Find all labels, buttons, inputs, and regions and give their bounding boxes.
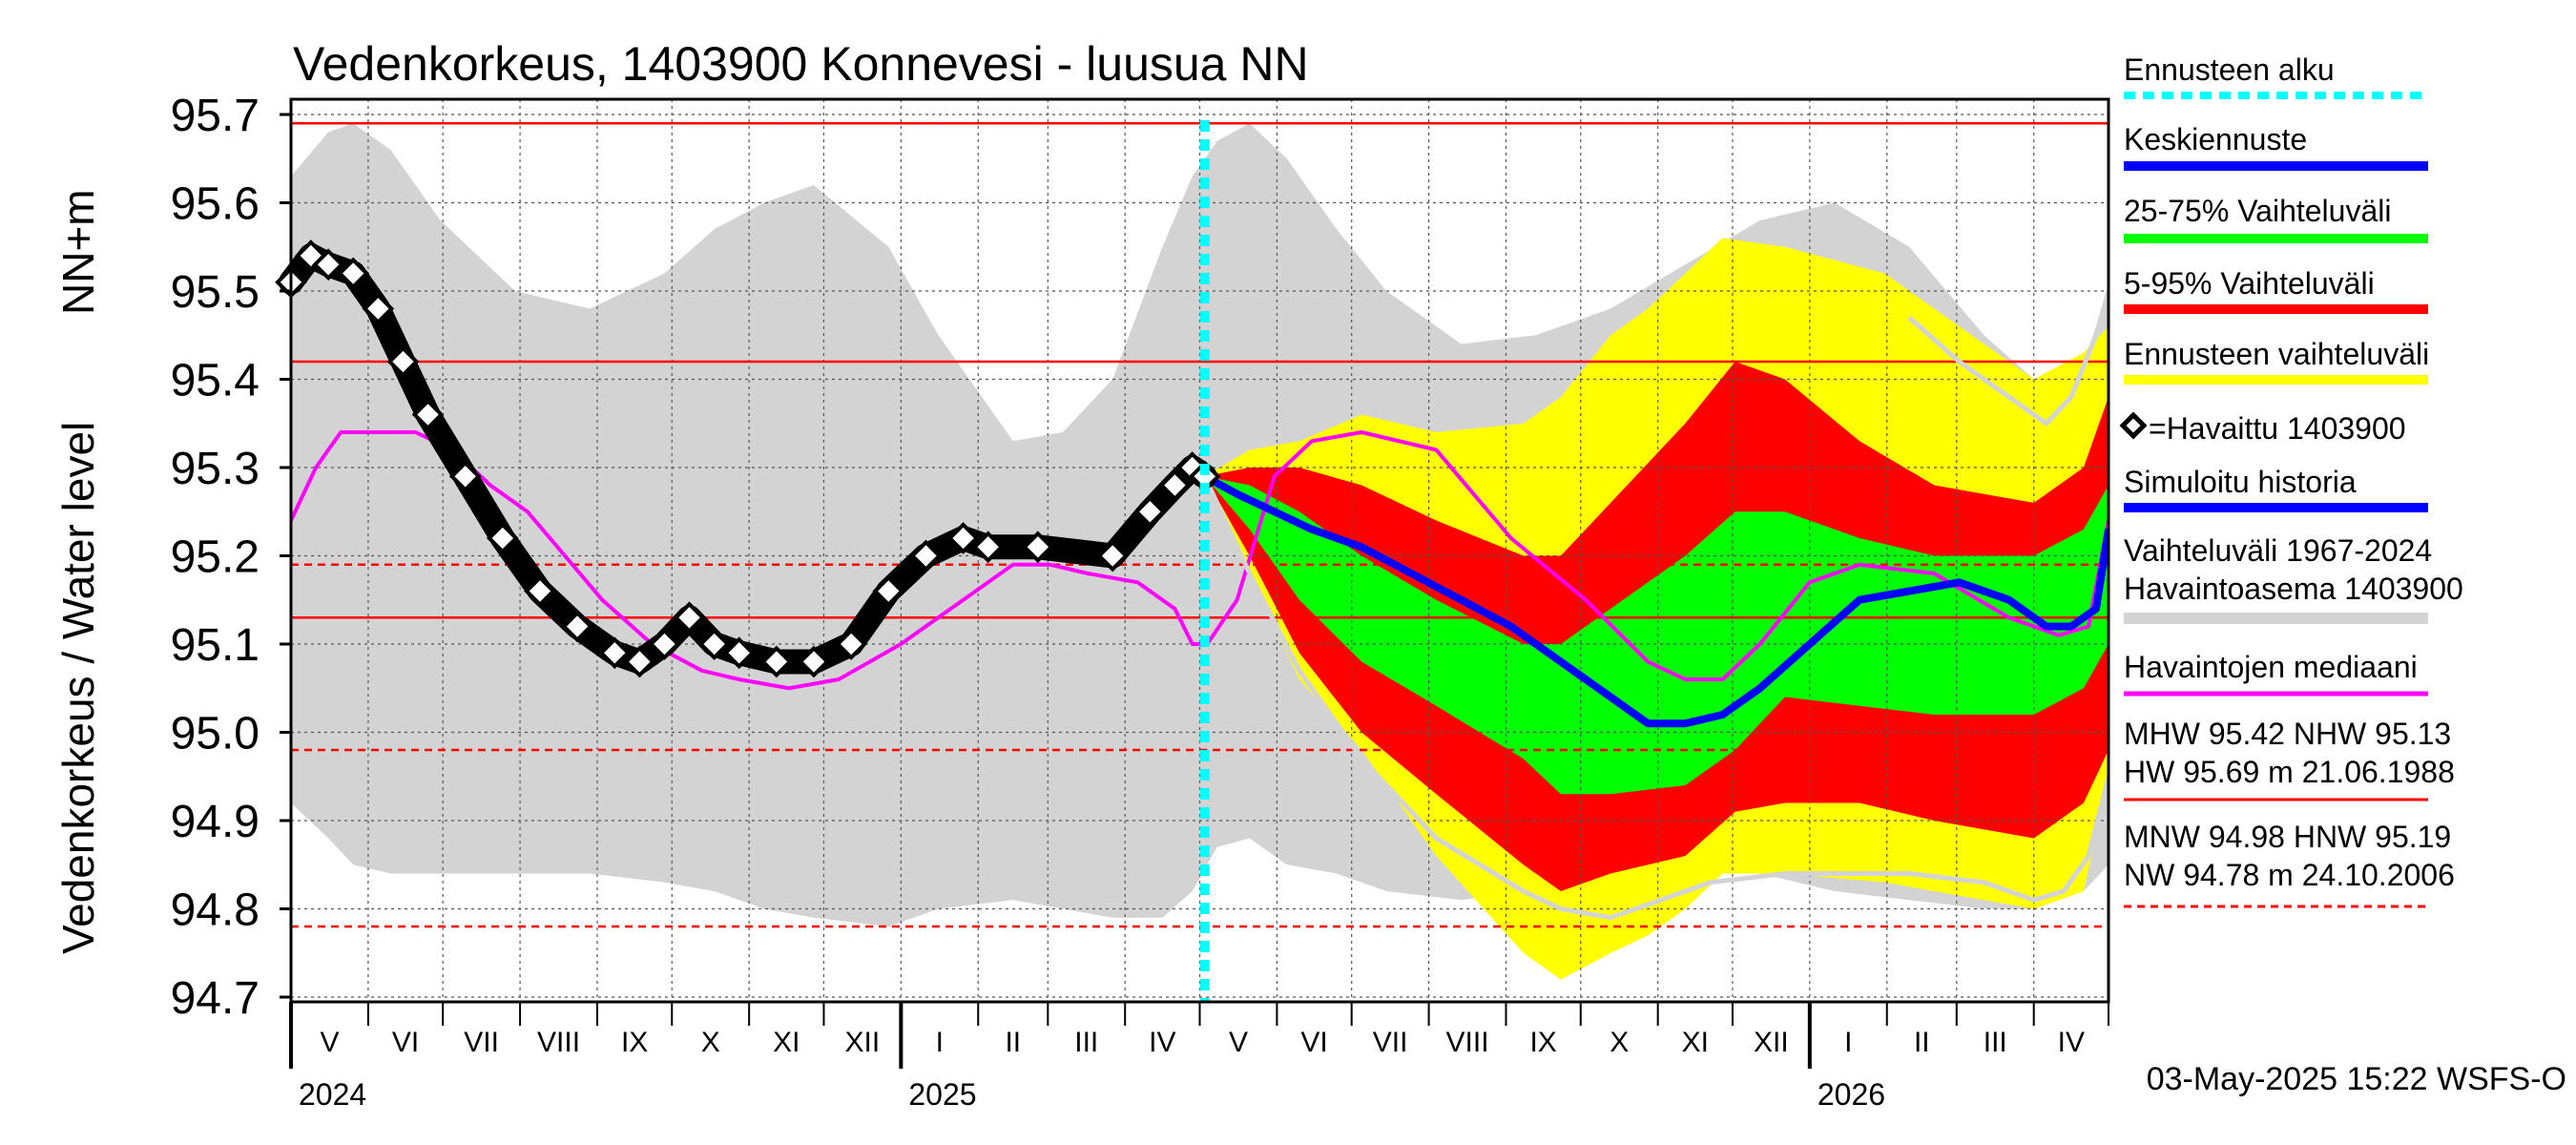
timestamp: 03-May-2025 15:22 WSFS-O [2147, 1061, 2566, 1097]
legend-label: Vaihteluväli 1967-2024 [2124, 533, 2432, 568]
year-label: 2024 [299, 1077, 366, 1112]
month-label: VII [464, 1027, 499, 1058]
y-tick-label: 95.6 [171, 179, 260, 230]
stats-line-3: MNW 94.98 HNW 95.19 [2124, 820, 2451, 854]
reference-lines [291, 122, 2109, 928]
month-label: VI [392, 1027, 419, 1058]
observed-point [524, 574, 556, 608]
legend-label: Simuloitu historia [2124, 465, 2357, 499]
month-label: VIII [1446, 1027, 1489, 1058]
observed-point [448, 460, 482, 493]
x-axis: V VI VII VIII IX X XI XII I II III IV V VI VII VIII IX X X… [289, 1002, 2109, 1112]
line-havaintojen-mediaani [291, 430, 2109, 691]
legend-label: Ennusteen vaihteluväli [2124, 337, 2429, 371]
observed-point [1022, 531, 1054, 564]
month-label: XI [773, 1027, 800, 1058]
observed-point [798, 645, 830, 678]
legend-label: =Havaittu 1403900 [2149, 411, 2406, 446]
observed-point [697, 628, 731, 660]
month-label: III [1984, 1027, 2007, 1058]
month-label: II [1005, 1027, 1021, 1058]
grid [291, 99, 2109, 1002]
statistics: MHW 95.42 NHW 95.13 HW 95.69 m 21.06.198… [2124, 717, 2455, 908]
observed-point [835, 628, 867, 660]
stats-line-2: HW 95.69 m 21.06.1988 [2124, 755, 2455, 789]
stats-line-1: MHW 95.42 NHW 95.13 [2124, 717, 2451, 751]
month-label: I [1844, 1027, 1852, 1058]
y-axis-title: Vedenkorkeus / Water level [53, 422, 103, 954]
legend-label: 25-75% Vaihteluväli [2124, 194, 2391, 228]
observed-point [673, 601, 706, 635]
y-tick-label: 94.9 [171, 797, 260, 847]
month-label: XI [1682, 1027, 1709, 1058]
month-label: X [701, 1027, 720, 1058]
month-label: I [936, 1027, 944, 1058]
observed-point [362, 292, 395, 325]
observed-point [623, 645, 656, 678]
observed-point [1133, 495, 1167, 529]
month-label: V [1229, 1027, 1248, 1058]
month-label: XII [845, 1027, 881, 1058]
year-label: 2026 [1818, 1077, 1885, 1112]
observed-point [561, 610, 593, 643]
observed-point [486, 522, 519, 554]
month-label: X [1610, 1027, 1629, 1058]
observed-point [872, 574, 905, 608]
legend-observed-marker [2119, 411, 2148, 440]
y-tick-label: 95.5 [171, 267, 260, 318]
y-axis-unit: NN+m [53, 189, 103, 315]
observed-point [648, 628, 681, 660]
month-label: V [320, 1027, 339, 1058]
month-label: IV [2058, 1027, 2085, 1058]
legend: Ennusteen alku Keskiennuste 25-75% Vaihtel… [2119, 52, 2463, 697]
y-tick-label: 94.8 [171, 885, 260, 936]
legend-label: Havaintojen mediaani [2124, 650, 2418, 684]
month-label: III [1074, 1027, 1098, 1058]
month-label: IX [621, 1027, 648, 1058]
line-upper-historical-trace [1907, 290, 2109, 427]
legend-label: 5-95% Vaihteluväli [2124, 266, 2375, 301]
observed-point [722, 636, 756, 670]
y-tick-label: 95.3 [171, 444, 260, 494]
legend-label: Havaintoasema 1403900 [2124, 572, 2463, 606]
observed-point [411, 398, 445, 431]
y-tick-label: 95.1 [171, 620, 260, 671]
observed-point [312, 248, 344, 281]
y-tick-label: 95.4 [171, 356, 260, 406]
month-label: II [1914, 1027, 1930, 1058]
observed-point [909, 539, 943, 572]
y-ticks: 95.7 95.6 95.5 95.4 95.3 95.2 95.1 95.0 94.9 94.8… [171, 91, 291, 1024]
y-tick-label: 95.7 [171, 91, 260, 141]
observed-point [598, 636, 632, 670]
legend-label: Ennusteen alku [2124, 52, 2335, 87]
observed-point [971, 531, 1005, 564]
month-label: XII [1754, 1027, 1789, 1058]
year-label: 2025 [908, 1077, 976, 1112]
y-tick-label: 94.7 [171, 973, 260, 1024]
y-axis-label: Vedenkorkeus / Water level NN+m [53, 189, 103, 954]
month-label: IV [1149, 1027, 1175, 1058]
stats-line-4: NW 94.78 m 24.10.2006 [2124, 858, 2455, 892]
observed-point [337, 257, 370, 290]
month-label: IX [1529, 1027, 1556, 1058]
observed-point [1158, 468, 1192, 502]
observed-point [1096, 539, 1129, 572]
month-label: VIII [537, 1027, 580, 1058]
month-label: VI [1300, 1027, 1327, 1058]
chart-title: Vedenkorkeus, 1403900 Konnevesi - luusua… [293, 37, 1309, 91]
range-bands [291, 123, 2109, 980]
y-tick-label: 95.0 [171, 709, 260, 760]
line-vaihteluv-li-upper-forecast-trace [1202, 475, 2109, 921]
observed-markers [275, 239, 1221, 678]
observed-point [760, 645, 793, 678]
observed-point [946, 522, 980, 554]
observed-point [386, 345, 420, 378]
y-tick-label: 95.2 [171, 532, 260, 583]
line-keskiennuste [1202, 472, 2109, 728]
month-label: VII [1373, 1027, 1408, 1058]
legend-label: Keskiennuste [2124, 122, 2307, 156]
